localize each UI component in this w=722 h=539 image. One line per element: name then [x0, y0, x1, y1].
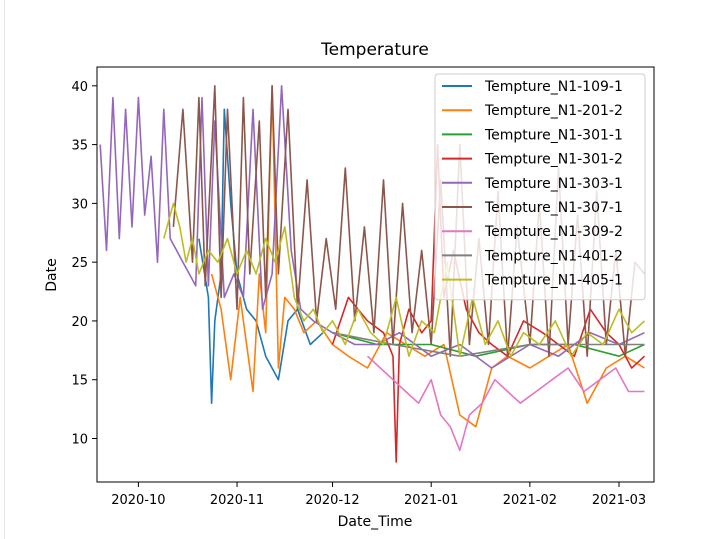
chart-title: Temperature	[320, 40, 429, 60]
y-tick-label: 35	[71, 139, 88, 154]
legend-entry: Tempture_N1-307-1	[484, 200, 623, 216]
x-tick-label: 2020-10	[111, 493, 165, 508]
window-edge	[4, 0, 5, 539]
x-tick-label: 2021-03	[592, 493, 646, 508]
legend-entry: Tempture_N1-405-1	[484, 273, 623, 289]
y-axis-label: Date	[44, 258, 60, 291]
y-tick-label: 10	[71, 433, 88, 448]
legend-entry: Tempture_N1-309-2	[484, 224, 623, 240]
y-tick-label: 20	[71, 315, 88, 330]
x-tick-label: 2021-02	[503, 493, 557, 508]
y-tick-label: 25	[71, 256, 88, 271]
y-tick-label: 15	[71, 374, 88, 389]
legend-entry: Tempture_N1-303-1	[484, 176, 623, 192]
y-tick-label: 40	[71, 80, 88, 95]
series-line-2	[210, 85, 645, 428]
legend-entry: Tempture_N1-401-2	[484, 248, 623, 264]
y-tick-label: 30	[71, 197, 88, 212]
x-tick-label: 2020-12	[305, 493, 359, 508]
legend-entry: Tempture_N1-109-1	[484, 79, 623, 95]
series-line-9	[163, 202, 646, 358]
x-tick-label: 2021-01	[404, 493, 458, 508]
series-line-8	[332, 331, 645, 358]
legend-box	[434, 73, 646, 301]
legend-entry: Tempture_N1-201-2	[484, 103, 623, 119]
series-line-7	[366, 355, 645, 452]
x-axis-ticks: 2020-10 2020-11 2020-12 2021-01 2021-02 2021-…	[111, 482, 646, 508]
plot-area-frame	[96, 66, 655, 483]
legend-entry: Tempture_N1-301-1	[484, 127, 623, 143]
x-tick-label: 2020-11	[210, 493, 264, 508]
y-axis-ticks: 10 15 20 25 30 35 40	[71, 80, 97, 448]
series-line-3	[332, 331, 645, 358]
legend-entry: Tempture_N1-301-2	[484, 152, 623, 168]
legend: Tempture_N1-109-1 Tempture_N1-201-2 Temptu…	[434, 73, 646, 301]
x-axis-label: Date_Time	[338, 514, 413, 530]
